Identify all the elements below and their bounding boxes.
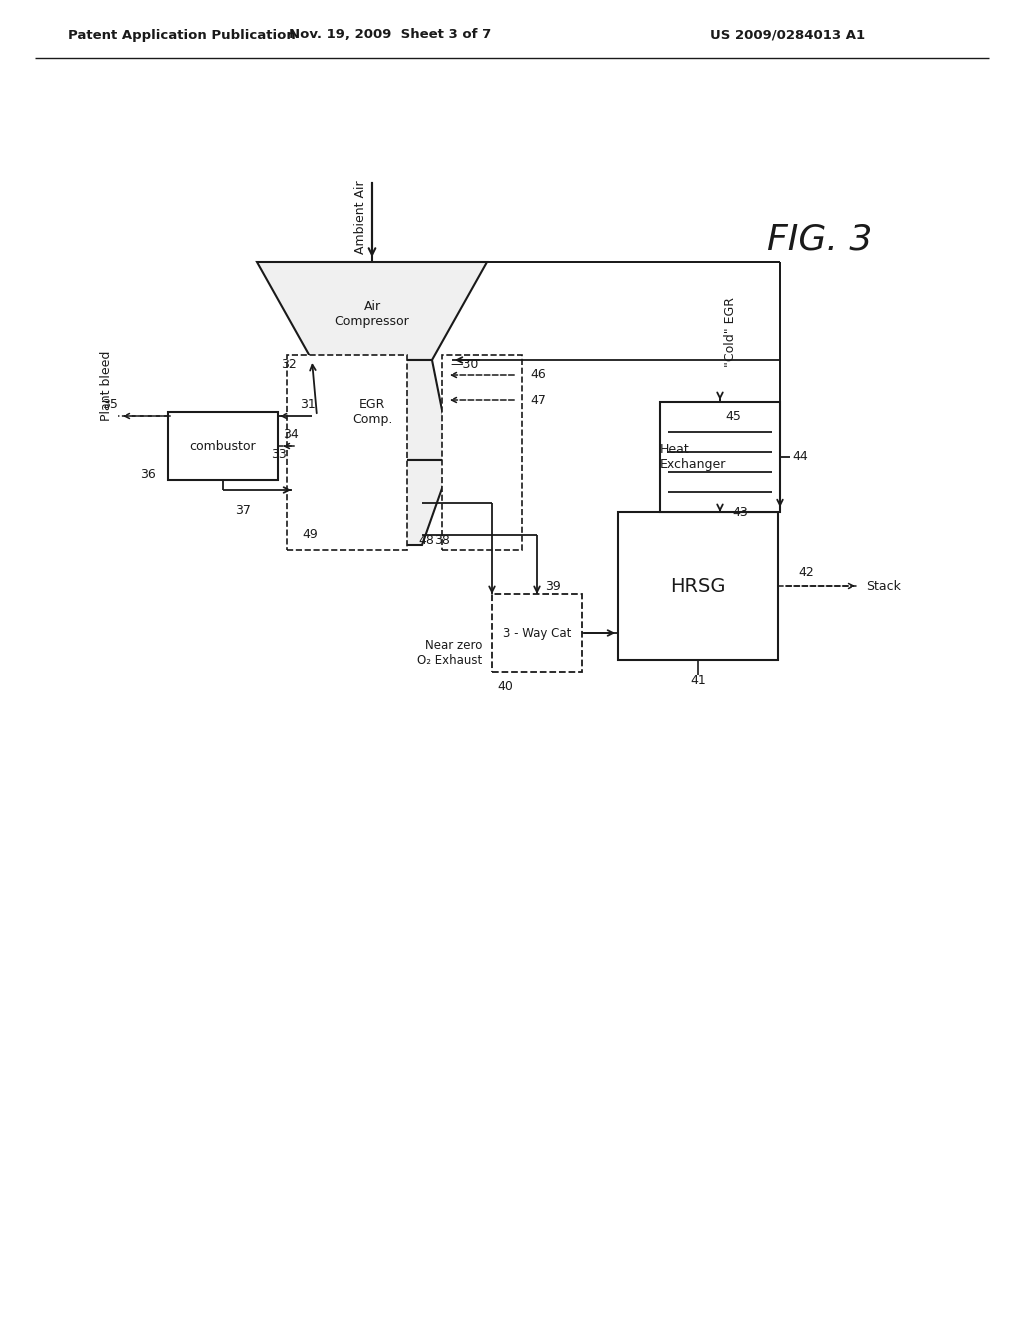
Text: Near zero
O₂ Exhaust: Near zero O₂ Exhaust (417, 639, 482, 667)
Polygon shape (292, 360, 452, 459)
Bar (168, 412, 278, 480)
Text: 46: 46 (530, 368, 546, 381)
Bar (660, 403, 780, 512)
Text: 33: 33 (271, 449, 287, 462)
Text: 44: 44 (792, 450, 808, 463)
Text: US 2009/0284013 A1: US 2009/0284013 A1 (710, 29, 865, 41)
Text: 41: 41 (690, 673, 706, 686)
Text: 48: 48 (418, 533, 434, 546)
Text: Nov. 19, 2009  Sheet 3 of 7: Nov. 19, 2009 Sheet 3 of 7 (289, 29, 492, 41)
Text: 34: 34 (283, 428, 299, 441)
Text: combustor: combustor (189, 440, 256, 453)
Text: EGR: EGR (358, 399, 385, 412)
Text: 31: 31 (300, 397, 315, 411)
Polygon shape (292, 459, 452, 545)
Bar (287, 355, 407, 550)
Text: HRSG: HRSG (671, 577, 726, 595)
Text: Plant bleed: Plant bleed (100, 351, 113, 421)
Text: 36: 36 (140, 469, 156, 482)
Bar (492, 594, 582, 672)
Text: Air: Air (364, 300, 381, 313)
Text: 32: 32 (282, 359, 297, 371)
Text: 45: 45 (725, 411, 741, 424)
Bar (618, 512, 778, 660)
Text: 42: 42 (798, 565, 814, 578)
Text: 40: 40 (497, 681, 513, 693)
Text: Ambient Air: Ambient Air (353, 181, 367, 253)
Bar (442, 355, 522, 550)
Text: "Cold" EGR: "Cold" EGR (724, 297, 736, 367)
Text: Compressor: Compressor (335, 314, 410, 327)
Text: Stack: Stack (866, 579, 901, 593)
Text: 43: 43 (732, 506, 748, 519)
Text: Heat
Exchanger: Heat Exchanger (660, 444, 726, 471)
Text: —30: —30 (450, 359, 478, 371)
Text: 35: 35 (102, 397, 118, 411)
Text: 38: 38 (434, 533, 450, 546)
Text: Patent Application Publication: Patent Application Publication (68, 29, 296, 41)
Text: 39: 39 (545, 579, 561, 593)
Text: 47: 47 (530, 393, 546, 407)
Polygon shape (257, 261, 487, 360)
Text: 49: 49 (302, 528, 317, 541)
Text: 3 - Way Cat: 3 - Way Cat (503, 627, 571, 639)
Text: Comp.: Comp. (352, 413, 392, 426)
Text: FIG. 3: FIG. 3 (767, 223, 872, 257)
Text: 37: 37 (234, 503, 251, 516)
